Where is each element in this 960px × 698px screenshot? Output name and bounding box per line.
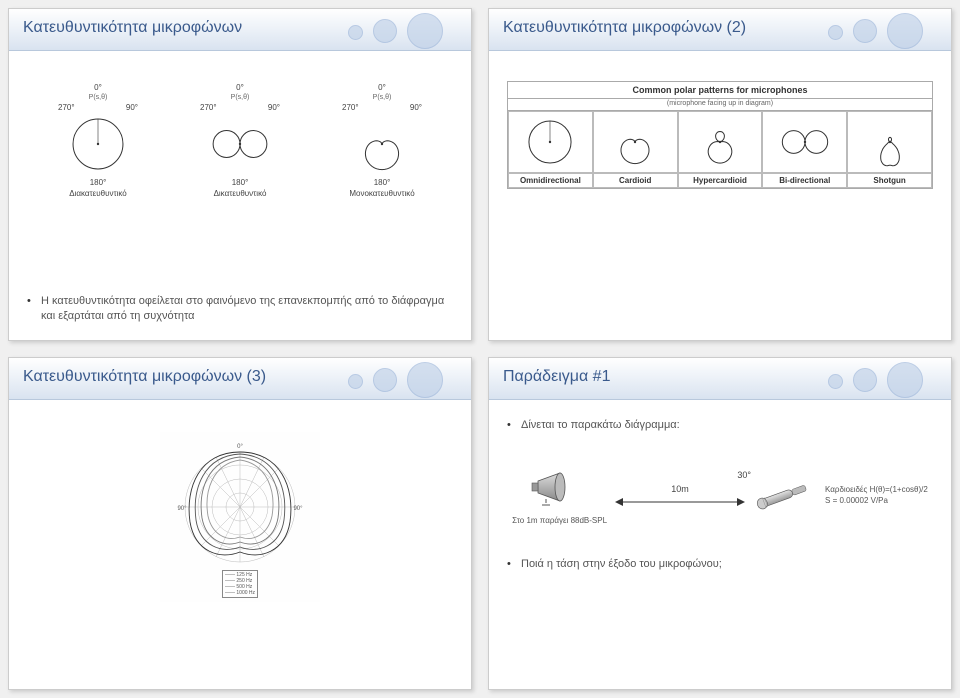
- pattern-label: Bi-directional: [762, 173, 847, 188]
- svg-text:90°: 90°: [293, 506, 303, 512]
- pattern-label: Hypercardioid: [678, 173, 763, 188]
- slide-2: Κατευθυντικότητα μικροφώνων (2) Common p…: [488, 8, 952, 341]
- distance-arrow: 10m 30°: [615, 484, 745, 508]
- distance-label: 10m: [671, 484, 689, 494]
- header-decor: [341, 362, 461, 402]
- slide-1: Κατευθυντικότητα μικροφώνων 0° P(s,θ) 27…: [8, 8, 472, 341]
- svg-text:90°: 90°: [177, 506, 187, 512]
- slide-title: Κατευθυντικότητα μικροφώνων (3): [23, 368, 266, 385]
- polar-row: 0° P(s,θ) 270°90° 180° Διακατευθυντικό 0…: [27, 83, 453, 198]
- polar-item: 0° P(s,θ) 270°90° 180° Διακατευθυντικό: [58, 83, 138, 198]
- slide-4: Παράδειγμα #1 Δίνεται το παρακάτω διάγρα…: [488, 357, 952, 690]
- header-decor: [821, 362, 941, 402]
- bullet-question: Ποιά η τάση στην έξοδο του μικροφώνου;: [507, 557, 933, 572]
- slide-body: 0° P(s,θ) 270°90° 180° Διακατευθυντικό 0…: [9, 51, 471, 340]
- slide-header: Κατευθυντικότητα μικροφώνων: [9, 9, 471, 51]
- polar-item: 0° P(s,θ) 270°90° 180° Μονοκατευθυντικό: [342, 83, 422, 198]
- pattern-cell: [593, 111, 678, 173]
- mic-pattern: Καρδιοειδές Η(θ)=(1+cosθ)/2: [825, 485, 928, 495]
- slide-title: Κατευθυντικότητα μικροφώνων: [23, 19, 242, 36]
- bullet-text: Δίνεται το παρακάτω διάγραμμα:: [507, 418, 933, 433]
- slide-header: Κατευθυντικότητα μικροφώνων (2): [489, 9, 951, 51]
- slide-3: Κατευθυντικότητα μικροφώνων (3): [8, 357, 472, 690]
- table-shapes-row: [508, 111, 932, 173]
- pattern-cell: [847, 111, 932, 173]
- microphone-icon: [753, 478, 813, 514]
- source-label: Στο 1m παράγει 88dB-SPL: [512, 516, 607, 525]
- mic-sensitivity: S = 0.00002 V/Pa: [825, 496, 928, 506]
- polar-plot: 0° 90° 90° —— 125 Hz—— 250 Hz—— 500 Hz——…: [160, 432, 320, 602]
- speaker-icon: [530, 467, 590, 507]
- table-labels-row: OmnidirectionalCardioidHypercardioidBi-d…: [508, 173, 932, 188]
- slide-body: Δίνεται το παρακάτω διάγραμμα: Στο 1m πα…: [489, 400, 951, 689]
- header-decor: [341, 13, 461, 53]
- slide-body: Common polar patterns for microphones (m…: [489, 51, 951, 340]
- angle-label: 30°: [737, 470, 751, 480]
- example-diagram: Στο 1m παράγει 88dB-SPL 10m 30°: [507, 467, 933, 525]
- pattern-cell: [762, 111, 847, 173]
- pattern-cell: [508, 111, 593, 173]
- slide-header: Παράδειγμα #1: [489, 358, 951, 400]
- svg-text:0°: 0°: [237, 444, 243, 450]
- patterns-table: Common polar patterns for microphones (m…: [507, 81, 933, 189]
- pattern-label: Shotgun: [847, 173, 932, 188]
- pattern-cell: [678, 111, 763, 173]
- slide-title: Κατευθυντικότητα μικροφώνων (2): [503, 19, 746, 36]
- slide-title: Παράδειγμα #1: [503, 368, 610, 385]
- plot-legend: —— 125 Hz—— 250 Hz—— 500 Hz—— 1000 Hz: [222, 570, 258, 598]
- polar-item: 0° P(s,θ) 270°90° 180° Δικατευθυντικό: [200, 83, 280, 198]
- bullet-text: Η κατευθυντικότητα οφείλεται στο φαινόμε…: [27, 294, 453, 324]
- pattern-label: Omnidirectional: [508, 173, 593, 188]
- pattern-label: Cardioid: [593, 173, 678, 188]
- header-decor: [821, 13, 941, 53]
- slide-body: 0° 90° 90° —— 125 Hz—— 250 Hz—— 500 Hz——…: [9, 400, 471, 689]
- mic-spec: Καρδιοειδές Η(θ)=(1+cosθ)/2 S = 0.00002 …: [825, 485, 928, 506]
- table-subtitle: (microphone facing up in diagram): [508, 99, 932, 111]
- slide-header: Κατευθυντικότητα μικροφώνων (3): [9, 358, 471, 400]
- table-title: Common polar patterns for microphones: [508, 82, 932, 99]
